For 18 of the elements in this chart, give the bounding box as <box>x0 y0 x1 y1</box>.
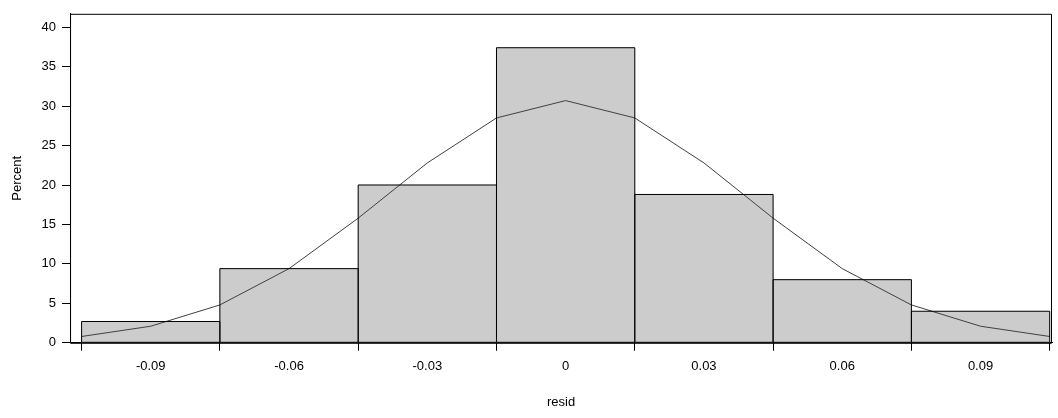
x-tick-label: -0.03 <box>412 358 443 374</box>
x-tick-label: 0 <box>562 358 570 374</box>
y-tick-label: 10 <box>41 255 57 271</box>
y-tick-label: 20 <box>41 176 57 192</box>
y-axis-title: Percent <box>9 155 25 201</box>
y-tick-label: 0 <box>48 334 57 350</box>
x-tick-label: -0.06 <box>274 358 304 374</box>
y-tick-label: 15 <box>41 216 57 232</box>
x-tick-label: 0.09 <box>967 358 994 374</box>
y-tick-label: 30 <box>41 97 57 113</box>
y-tick-label: 35 <box>41 58 57 74</box>
y-tick-label: 40 <box>41 18 57 34</box>
y-tick-label: 25 <box>41 137 57 153</box>
x-axis-title: resid <box>546 393 576 409</box>
y-tick-label: 5 <box>48 294 57 310</box>
x-tick-label: 0.06 <box>829 358 855 374</box>
x-tick-label: 0.03 <box>691 358 717 374</box>
x-tick-label: -0.09 <box>135 358 166 374</box>
